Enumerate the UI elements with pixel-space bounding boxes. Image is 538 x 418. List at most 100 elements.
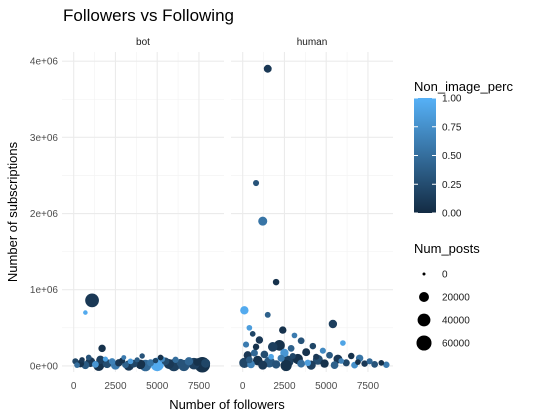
data-point	[279, 326, 287, 334]
x-tick-label: 0	[71, 381, 77, 392]
size-legend: Num_posts 0 20000 40000 60000	[414, 241, 480, 351]
color-legend-title: Non_image_perc	[414, 79, 514, 94]
data-point	[272, 278, 280, 286]
data-point	[297, 359, 306, 368]
data-point	[342, 359, 350, 367]
data-point	[172, 356, 179, 363]
size-key-circle	[419, 292, 429, 302]
data-point	[319, 347, 326, 354]
data-point	[378, 360, 385, 366]
data-point	[139, 353, 145, 359]
color-legend: Non_image_perc 0.00 0.25 0.50 0.75 1.00	[414, 79, 514, 220]
x-tick-label: 0	[240, 381, 246, 392]
y-tick-label: 3e+06	[30, 133, 59, 144]
data-point	[102, 356, 109, 362]
data-point	[252, 343, 260, 351]
data-point	[289, 352, 296, 360]
data-point	[96, 355, 105, 365]
data-point	[271, 360, 281, 369]
data-point	[264, 311, 271, 318]
size-key-label: 40000	[442, 316, 470, 327]
y-tick-label: 2e+06	[30, 209, 59, 220]
data-point	[108, 358, 116, 365]
data-point	[330, 361, 339, 369]
x-axis-title: Number of followers	[169, 397, 285, 412]
data-point	[252, 179, 260, 187]
data-point	[260, 350, 269, 359]
data-point	[371, 360, 379, 368]
data-point	[366, 358, 373, 365]
data-point	[361, 360, 368, 367]
data-point	[277, 354, 285, 362]
x-tick-label: 2500	[273, 381, 296, 392]
data-point	[287, 344, 295, 352]
y-axis-title: Number of subscriptions	[5, 141, 20, 282]
data-point	[176, 358, 185, 367]
facet-panel-bot: bot 0 2500 5000 7500 0e+00 1e+06 2e+06 3e+06 4e+0…	[30, 37, 224, 392]
data-point	[383, 361, 390, 368]
facet-label-bot: bot	[136, 37, 150, 48]
data-point	[255, 336, 264, 344]
y-tick-label: 0e+00	[30, 361, 59, 372]
data-point	[267, 342, 278, 352]
data-point	[249, 331, 256, 337]
colorbar-tick-label: 0.50	[442, 151, 462, 162]
data-point	[146, 359, 155, 367]
data-point	[193, 358, 202, 366]
data-point	[201, 358, 211, 368]
data-point	[291, 332, 298, 339]
facet-panel-human: human 0 2500 5000 7500	[231, 37, 393, 392]
size-key-circle	[417, 313, 431, 327]
x-tick-label: 5000	[315, 381, 338, 392]
data-point	[91, 360, 99, 368]
data-point	[246, 324, 253, 331]
size-key-circle	[422, 272, 426, 276]
colorbar-tick-label: 0.75	[442, 122, 462, 133]
data-point	[268, 353, 274, 360]
data-point	[302, 348, 311, 357]
data-point	[121, 355, 127, 360]
data-point	[85, 293, 99, 308]
data-point	[326, 351, 333, 359]
y-tick-label: 4e+06	[30, 57, 59, 68]
data-point	[309, 342, 317, 350]
colorbar-tick-label: 1.00	[442, 94, 462, 105]
data-point	[85, 354, 92, 361]
data-point	[313, 353, 320, 360]
data-point	[134, 357, 140, 363]
data-point	[338, 358, 345, 364]
size-key-label: 0	[442, 270, 448, 281]
colorbar-tick-label: 0.25	[442, 180, 462, 191]
data-point	[263, 64, 272, 73]
chart-title: Followers vs Following	[63, 6, 234, 25]
y-tick-label: 1e+06	[30, 285, 59, 296]
size-legend-title: Num_posts	[414, 241, 480, 256]
data-point	[258, 216, 268, 226]
colorbar	[414, 98, 436, 213]
size-key-label: 60000	[442, 339, 470, 350]
data-point	[98, 344, 106, 353]
data-point	[328, 319, 338, 329]
data-point	[258, 360, 268, 370]
data-point	[157, 354, 164, 361]
size-key-label: 20000	[442, 293, 470, 304]
facet-panels: bot 0 2500 5000 7500 0e+00 1e+06 2e+06 3e+06 4e+0…	[30, 37, 393, 392]
data-point	[320, 359, 329, 368]
data-point	[184, 357, 194, 366]
colorbar-tick-label: 0.00	[442, 209, 462, 220]
x-tick-label: 5000	[146, 381, 169, 392]
data-point	[355, 359, 361, 365]
data-point	[297, 337, 305, 345]
size-key-circle	[416, 335, 432, 351]
data-point	[304, 359, 312, 367]
data-point	[127, 358, 134, 365]
x-tick-label: 7500	[188, 381, 211, 392]
data-point	[340, 340, 346, 346]
x-tick-label: 7500	[357, 381, 380, 392]
data-point	[245, 356, 253, 364]
data-point	[348, 352, 355, 360]
x-tick-label: 2500	[104, 381, 127, 392]
data-point	[240, 306, 249, 315]
